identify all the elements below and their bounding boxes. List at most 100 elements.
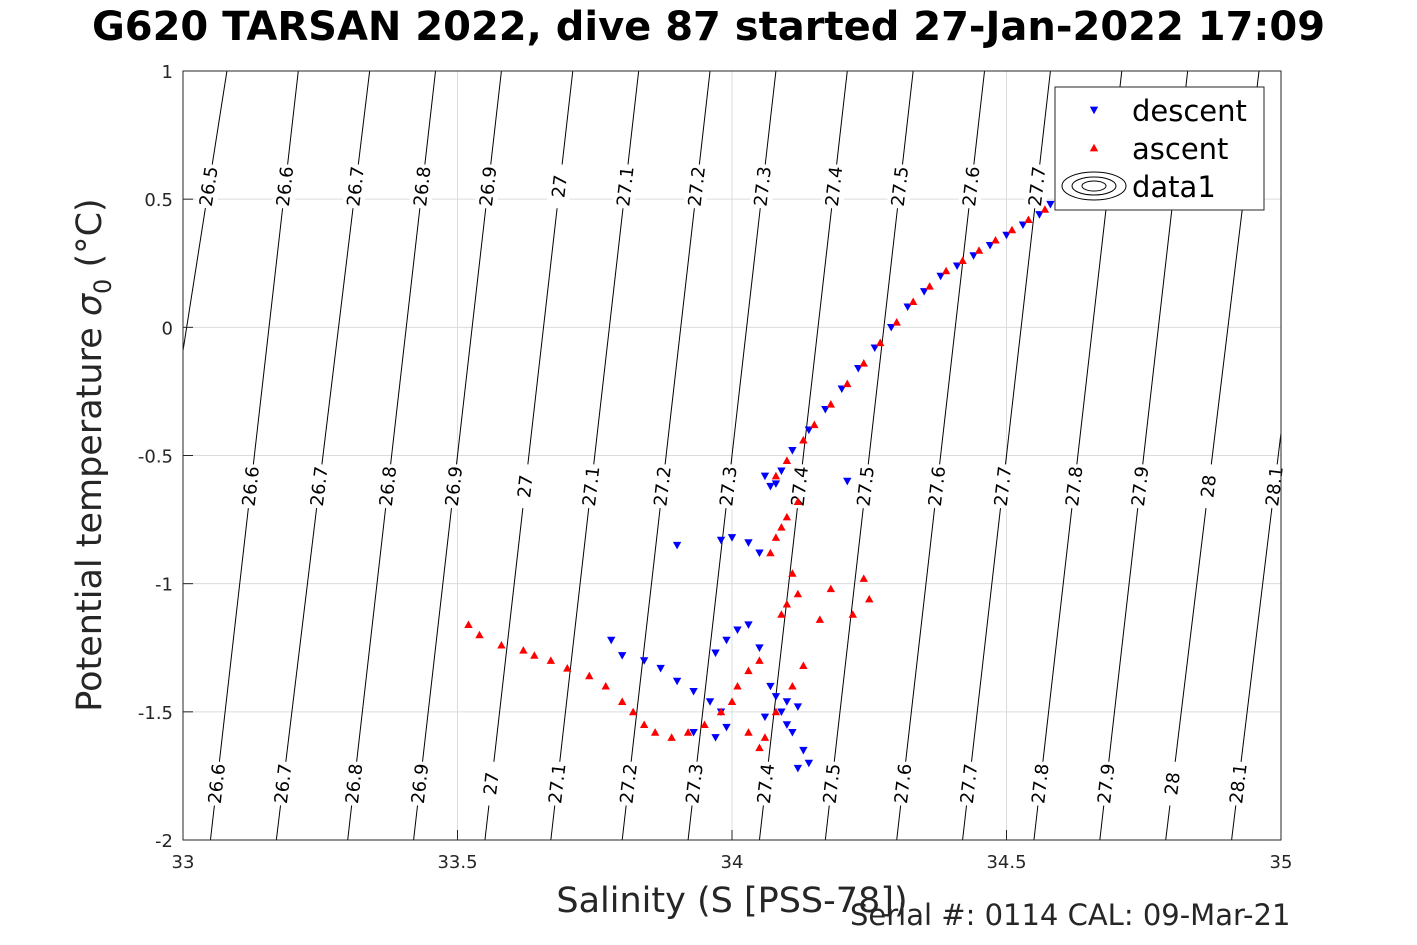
contour-label-bg: [477, 760, 505, 807]
contour-label-bg: [474, 163, 502, 210]
legend-contour-marker: [1061, 171, 1127, 201]
ascent-point: [744, 666, 753, 675]
contour-label: 26.8: [342, 763, 367, 805]
x-tick-label: 34: [721, 852, 744, 873]
ascent-point: [744, 728, 753, 736]
descent-point: [1018, 221, 1028, 229]
contour-label: 26.7: [343, 165, 369, 207]
contour-label-bg: [340, 760, 368, 807]
ascent-point: [618, 697, 627, 705]
contour-label: 26.9: [476, 165, 501, 207]
contour-label: 26.6: [205, 763, 230, 805]
chart-title: G620 TARSAN 2022, dive 87 started 27-Jan…: [91, 4, 1326, 50]
descent-point: [804, 426, 814, 435]
descent-point: [771, 693, 781, 701]
ascent-point: [991, 235, 1000, 244]
ascent-point: [782, 599, 792, 608]
legend: descent ascent data1: [1054, 86, 1265, 211]
descent-point: [985, 241, 995, 250]
serial-cal-info: Serial #: 0114 CAL: 09-Mar-21: [850, 898, 1291, 932]
descent-point: [705, 698, 715, 706]
ascent-point: [815, 615, 825, 623]
x-axis-label: Salinity (S [PSS-78]): [556, 881, 907, 921]
y-tick-label: -0.5: [138, 447, 173, 468]
data-points: [464, 200, 1055, 773]
density-contour-line: [1231, 428, 1281, 840]
contour-label: 27.2: [685, 165, 710, 207]
contour-label: 26.6: [239, 465, 264, 507]
contour-label-bg: [923, 463, 951, 510]
contour-label-bg: [1026, 760, 1054, 807]
descent-point: [689, 687, 698, 696]
contour-label: 26.9: [442, 465, 467, 507]
ascent-point: [700, 720, 709, 729]
contour-label-bg: [271, 163, 299, 210]
y-tick-label: 0: [162, 318, 173, 339]
ascent-point: [865, 594, 874, 603]
ascent-point: [843, 379, 852, 388]
legend-label: descent: [1132, 94, 1247, 128]
ascent-point: [727, 697, 737, 705]
contour-label-bg: [615, 760, 643, 807]
ascent-point: [771, 471, 781, 480]
ascent-point: [859, 574, 868, 582]
contour-label: 27.6: [891, 763, 916, 805]
contour-label: 26.9: [408, 763, 433, 805]
contour-label: 27.3: [682, 763, 707, 805]
ascent-point: [563, 664, 572, 672]
descent-point: [711, 649, 720, 658]
contour-label-bg: [1092, 760, 1120, 807]
contour-label: 27.1: [545, 763, 570, 805]
ascent-point: [1007, 225, 1017, 234]
contour-label: 28: [1197, 474, 1221, 499]
y-axis-label: Potential temperature σ0 (°C): [70, 198, 117, 711]
contour-label: 27.4: [822, 165, 847, 207]
contour-label: 27.6: [925, 465, 950, 507]
contour-label-bg: [852, 463, 880, 510]
contour-label-bg: [1224, 760, 1253, 807]
descent-point: [854, 364, 863, 373]
ascent-point: [755, 656, 764, 664]
contour-label-bg: [989, 463, 1017, 510]
contour-label: 27.2: [650, 465, 675, 507]
contour-label: 27.2: [616, 763, 641, 805]
ascent-point: [650, 728, 660, 736]
contour-label: 27: [548, 174, 571, 199]
contour-label: 27.8: [1028, 763, 1053, 805]
descent-point: [711, 734, 720, 742]
contour-label: 26.6: [273, 165, 298, 207]
descent-point: [870, 344, 879, 353]
ascent-point: [777, 523, 786, 531]
descent-point: [744, 621, 753, 629]
ascent-point: [788, 569, 797, 577]
contour-label: 27.6: [959, 165, 984, 207]
descent-point: [821, 406, 830, 414]
legend-label: data1: [1132, 170, 1216, 204]
descent-point: [804, 759, 814, 768]
legend-box: [1054, 86, 1265, 211]
descent-point: [760, 713, 770, 722]
contour-label: 27.3: [751, 165, 776, 207]
y-tick-label: 0.5: [144, 190, 173, 211]
contour-label: 28.1: [1226, 763, 1252, 805]
ascent-point: [733, 682, 742, 690]
descent-point: [672, 541, 682, 550]
ascent-point: [826, 584, 836, 593]
ascent-point: [782, 512, 792, 521]
contour-label-bg: [1060, 463, 1088, 510]
contour-label: 27.7: [957, 763, 982, 805]
descent-point: [799, 746, 808, 755]
descent-point: [936, 272, 945, 281]
contour-label: 28: [1161, 771, 1185, 796]
ascent-point: [958, 256, 967, 265]
ascent-point: [974, 246, 984, 254]
descent-point: [755, 644, 764, 652]
descent-point: [1035, 211, 1044, 219]
x-tick-label: 33: [172, 852, 195, 873]
contour-label: 27.5: [854, 465, 879, 507]
contour-label: 26.8: [376, 465, 401, 507]
descent-point: [782, 721, 792, 729]
ascent-point: [793, 497, 803, 505]
descent-point: [672, 677, 682, 686]
x-tick-label: 35: [1270, 852, 1293, 873]
